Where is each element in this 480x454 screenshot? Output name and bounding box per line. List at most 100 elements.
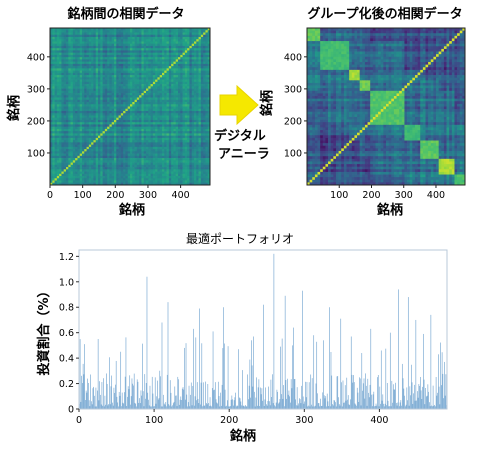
heatmap-cell bbox=[100, 151, 103, 154]
heatmap-cell bbox=[207, 126, 211, 130]
heatmap-cell bbox=[72, 50, 76, 54]
heatmap-cell bbox=[175, 142, 179, 145]
heatmap-cell bbox=[63, 140, 67, 143]
heatmap-cell bbox=[79, 173, 83, 177]
heatmap-cell bbox=[56, 59, 60, 62]
heatmap-grouped-title: グループ化後の相関データ bbox=[307, 6, 462, 22]
heatmap-cell bbox=[52, 81, 55, 85]
heatmap-cell bbox=[127, 106, 131, 110]
heatmap-cell bbox=[152, 173, 156, 177]
heatmap-cell bbox=[134, 104, 138, 107]
heatmap-cell bbox=[159, 178, 163, 181]
heatmap-cell bbox=[70, 86, 74, 89]
heatmap-cell bbox=[116, 63, 119, 67]
heatmap-cell bbox=[205, 41, 209, 45]
heatmap-cell bbox=[152, 99, 156, 103]
heatmap-cell bbox=[70, 158, 74, 161]
heatmap-cell bbox=[159, 79, 163, 83]
heatmap-cell bbox=[50, 119, 53, 123]
heatmap-cell bbox=[63, 142, 67, 145]
heatmap-cell bbox=[175, 102, 179, 105]
heatmap-cell bbox=[198, 155, 202, 159]
heatmap-cell bbox=[143, 68, 147, 71]
heatmap-cell bbox=[130, 66, 133, 69]
heatmap-cell bbox=[136, 164, 140, 168]
heatmap-cell bbox=[159, 32, 163, 36]
heatmap-cell bbox=[346, 28, 350, 31]
heatmap-cell bbox=[194, 142, 197, 145]
heatmap-cell bbox=[125, 68, 129, 71]
heatmap-cell bbox=[54, 182, 58, 186]
heatmap-cell bbox=[130, 45, 133, 49]
heatmap-cell bbox=[150, 77, 154, 80]
heatmap-cell bbox=[102, 88, 106, 92]
heatmap-cell bbox=[136, 34, 140, 38]
heatmap-cell bbox=[52, 104, 55, 107]
heatmap-cell bbox=[100, 30, 103, 33]
heatmap-cell bbox=[191, 151, 195, 154]
heatmap-cell bbox=[132, 84, 135, 87]
heatmap-cell bbox=[173, 97, 177, 101]
heatmap-cell bbox=[127, 61, 131, 65]
heatmap-cell bbox=[157, 68, 161, 71]
heatmap-cell bbox=[123, 162, 126, 166]
heatmap-cell bbox=[114, 176, 117, 179]
heatmap-cell bbox=[207, 155, 211, 159]
heatmap-cell bbox=[116, 135, 119, 139]
heatmap-cell bbox=[164, 153, 167, 157]
heatmap-cell bbox=[132, 142, 135, 145]
heatmap-cell bbox=[91, 169, 94, 172]
heatmap-cell bbox=[104, 34, 108, 38]
heatmap-cell bbox=[162, 84, 165, 87]
heatmap-cell bbox=[111, 61, 115, 65]
heatmap-cell bbox=[180, 126, 183, 130]
heatmap-cell bbox=[130, 133, 133, 136]
heatmap-cell bbox=[102, 66, 106, 69]
heatmap-cell bbox=[157, 153, 161, 157]
heatmap-cell bbox=[162, 144, 165, 148]
heatmap-cell bbox=[127, 126, 131, 130]
heatmap-cell bbox=[95, 54, 99, 58]
heatmap-cell bbox=[56, 113, 60, 116]
heatmap-cell bbox=[63, 135, 67, 139]
heatmap-cell bbox=[191, 122, 195, 125]
heatmap-cell bbox=[66, 77, 69, 80]
heatmap-cell bbox=[196, 70, 199, 74]
heatmap-cell bbox=[148, 97, 151, 101]
heatmap-cell bbox=[88, 158, 92, 161]
heatmap-cell bbox=[152, 77, 156, 80]
heatmap-cell bbox=[354, 28, 358, 31]
heatmap-cell bbox=[141, 140, 145, 143]
heatmap-cell bbox=[50, 79, 53, 83]
heatmap-cell bbox=[91, 57, 94, 60]
heatmap-cell bbox=[207, 59, 211, 62]
heatmap-cell bbox=[100, 61, 103, 65]
heatmap-cell bbox=[152, 169, 156, 172]
heatmap-cell bbox=[162, 131, 165, 134]
heatmap-cell bbox=[132, 126, 135, 130]
heatmap-cell bbox=[171, 59, 174, 62]
heatmap-cell bbox=[182, 81, 186, 85]
heatmap-cell bbox=[152, 81, 156, 85]
heatmap-cell bbox=[66, 131, 69, 134]
heatmap-cell bbox=[184, 66, 188, 69]
heatmap-cell bbox=[107, 28, 110, 31]
heatmap-cell bbox=[82, 97, 85, 101]
heatmap-cell bbox=[146, 146, 149, 150]
heatmap-cell bbox=[207, 79, 211, 83]
heatmap-cell bbox=[70, 106, 74, 110]
heatmap-cell bbox=[136, 173, 140, 177]
heatmap-cell bbox=[141, 36, 145, 40]
heatmap-cell bbox=[50, 48, 53, 51]
heatmap-cell bbox=[187, 102, 190, 105]
heatmap-cell bbox=[139, 173, 142, 177]
heatmap-cell bbox=[68, 135, 71, 139]
heatmap-cell bbox=[98, 90, 101, 94]
heatmap-cell bbox=[50, 108, 53, 112]
heatmap-cell bbox=[200, 66, 204, 69]
heatmap-cell bbox=[196, 34, 199, 38]
heatmap-cell bbox=[150, 61, 154, 65]
heatmap-cell bbox=[182, 160, 186, 163]
heatmap-cell bbox=[134, 131, 138, 134]
heatmap-cell bbox=[52, 146, 55, 150]
